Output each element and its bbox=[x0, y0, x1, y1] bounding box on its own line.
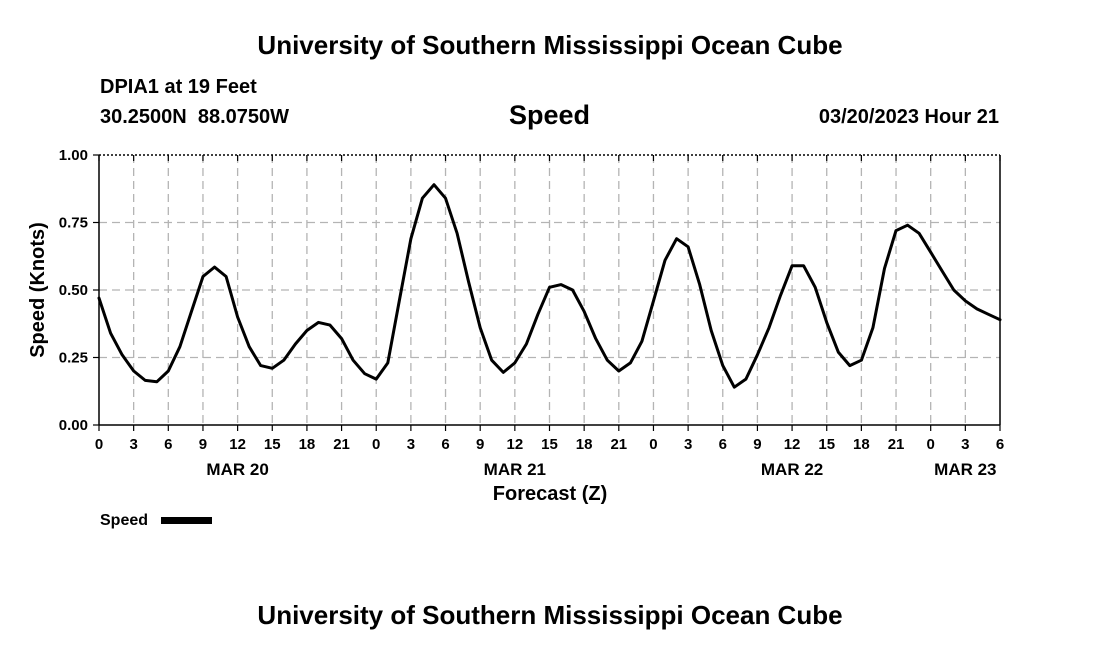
forecast-datetime: 03/20/2023 Hour 21 bbox=[818, 106, 999, 128]
x-tick-label: 9 bbox=[476, 436, 484, 453]
series-lines bbox=[97, 183, 1002, 389]
y-tick-label: 1.00 bbox=[59, 147, 88, 164]
x-tick-label: 6 bbox=[996, 436, 1004, 453]
legend: Speed bbox=[100, 512, 212, 529]
axis-labels: 0 3 6 9 12 15 18 21 0 3 6 9 12 15 18 21 0 3 6 9 12 15 18 21 0 3 6 0… bbox=[59, 147, 1004, 479]
date-label: MAR 20 bbox=[206, 460, 268, 479]
x-tick-label: 9 bbox=[199, 436, 207, 453]
y-tick-label: 0.75 bbox=[59, 215, 88, 232]
page-title: University of Southern Mississippi Ocean… bbox=[257, 30, 843, 60]
date-label: MAR 22 bbox=[761, 460, 823, 479]
y-tick-label: 0.50 bbox=[59, 282, 88, 299]
x-tick-label: 0 bbox=[927, 436, 935, 453]
date-label: MAR 21 bbox=[484, 460, 546, 479]
x-tick-label: 12 bbox=[784, 436, 801, 453]
x-tick-label: 21 bbox=[888, 436, 905, 453]
x-tick-label: 6 bbox=[164, 436, 172, 453]
footer-title: University of Southern Mississippi Ocean… bbox=[257, 600, 843, 630]
y-axis-title: Speed (Knots) bbox=[27, 222, 49, 358]
station-coordinates: 30.2500N 88.0750W bbox=[100, 106, 290, 128]
x-tick-label: 12 bbox=[507, 436, 524, 453]
station-label: DPIA1 at 19 Feet bbox=[100, 76, 257, 98]
axis-ticks bbox=[93, 154, 1001, 431]
x-tick-label: 18 bbox=[853, 436, 870, 453]
x-tick-label: 0 bbox=[372, 436, 380, 453]
x-tick-label: 3 bbox=[407, 436, 415, 453]
x-tick-label: 15 bbox=[264, 436, 281, 453]
legend-label: Speed bbox=[100, 512, 148, 529]
x-tick-label: 9 bbox=[753, 436, 761, 453]
x-tick-label: 6 bbox=[719, 436, 727, 453]
y-tick-label: 0.00 bbox=[59, 417, 88, 434]
x-tick-label: 0 bbox=[95, 436, 103, 453]
x-tick-label: 15 bbox=[818, 436, 835, 453]
x-tick-label: 0 bbox=[649, 436, 657, 453]
date-label: MAR 23 bbox=[934, 460, 996, 479]
x-tick-label: 3 bbox=[129, 436, 137, 453]
legend-swatch bbox=[161, 517, 212, 524]
x-tick-label: 3 bbox=[684, 436, 692, 453]
x-tick-label: 21 bbox=[333, 436, 350, 453]
x-tick-label: 3 bbox=[961, 436, 969, 453]
x-axis-title: Forecast (Z) bbox=[493, 483, 607, 505]
x-tick-label: 6 bbox=[441, 436, 449, 453]
speed-series-line bbox=[97, 183, 1002, 389]
x-tick-label: 12 bbox=[229, 436, 246, 453]
x-tick-label: 18 bbox=[576, 436, 593, 453]
x-tick-label: 18 bbox=[299, 436, 316, 453]
chart-title: Speed bbox=[509, 100, 591, 130]
x-tick-label: 15 bbox=[541, 436, 558, 453]
y-tick-label: 0.25 bbox=[59, 350, 88, 367]
x-tick-label: 21 bbox=[610, 436, 627, 453]
speed-chart: 0 3 6 9 12 15 18 21 0 3 6 9 12 15 18 21 0 3 6 9 12 15 18 21 0 3 6 0… bbox=[27, 147, 1004, 529]
